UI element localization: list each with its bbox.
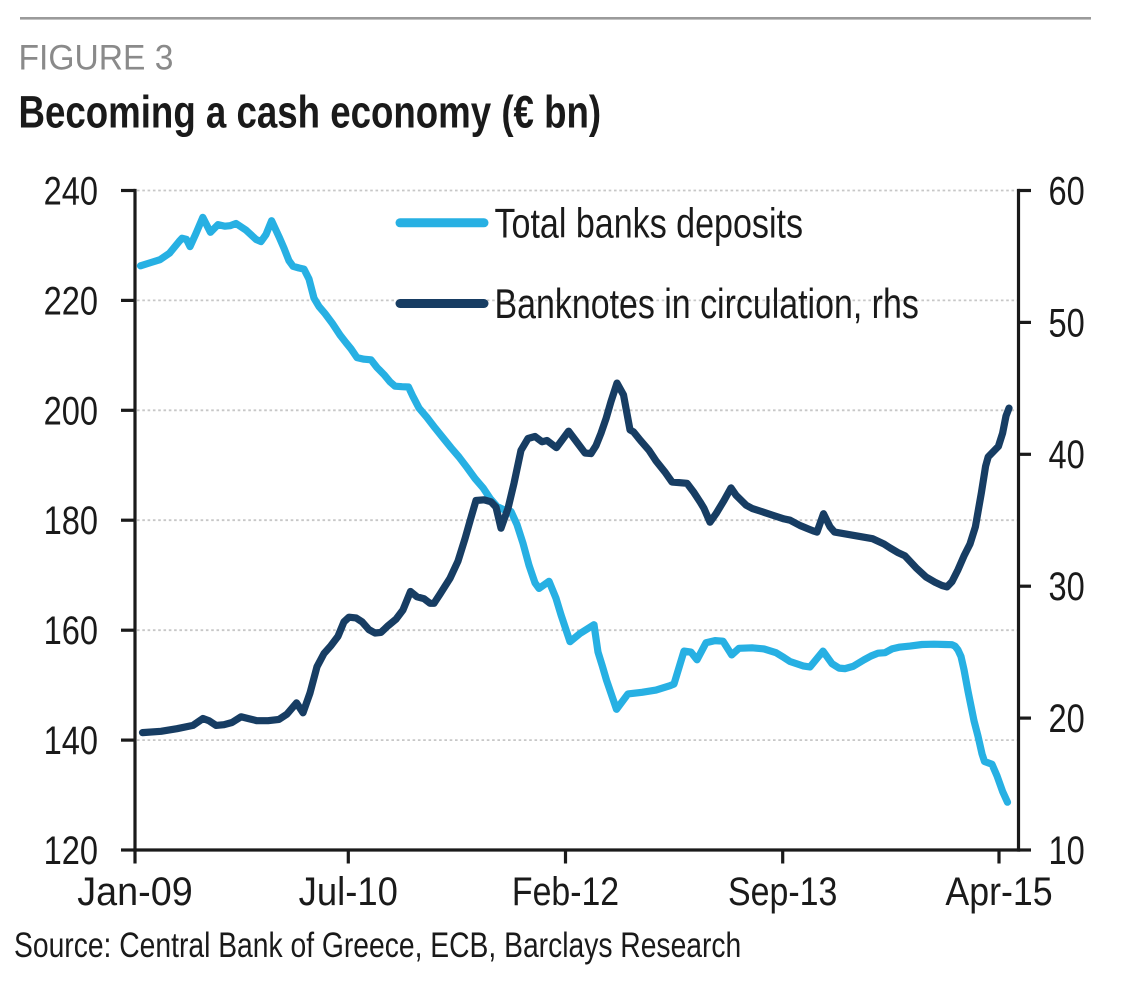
svg-text:Feb-12: Feb-12 <box>512 868 619 913</box>
svg-text:20: 20 <box>1049 696 1085 741</box>
svg-text:Banknotes in circulation, rhs: Banknotes in circulation, rhs <box>495 281 919 328</box>
svg-text:50: 50 <box>1049 300 1085 345</box>
svg-text:160: 160 <box>44 608 98 653</box>
svg-text:Sep-13: Sep-13 <box>728 868 837 913</box>
svg-text:200: 200 <box>44 388 98 433</box>
svg-text:Total banks deposits: Total banks deposits <box>495 200 803 247</box>
svg-text:Apr-15: Apr-15 <box>945 870 1052 914</box>
svg-text:140: 140 <box>44 718 98 763</box>
svg-text:60: 60 <box>1049 168 1085 213</box>
svg-text:30: 30 <box>1049 564 1085 609</box>
svg-text:Becoming a cash economy (€ bn): Becoming a cash economy (€ bn) <box>19 87 602 137</box>
svg-text:220: 220 <box>44 278 98 323</box>
svg-text:180: 180 <box>44 498 98 543</box>
svg-text:120: 120 <box>44 828 98 873</box>
svg-text:10: 10 <box>1049 828 1085 873</box>
svg-text:Jul-10: Jul-10 <box>299 869 398 914</box>
svg-text:FIGURE 3: FIGURE 3 <box>19 39 174 78</box>
svg-text:Source: Central Bank of Greece: Source: Central Bank of Greece, ECB, Bar… <box>14 925 741 965</box>
svg-text:240: 240 <box>44 168 98 213</box>
svg-text:Jan-09: Jan-09 <box>77 870 192 914</box>
svg-text:40: 40 <box>1049 432 1085 477</box>
